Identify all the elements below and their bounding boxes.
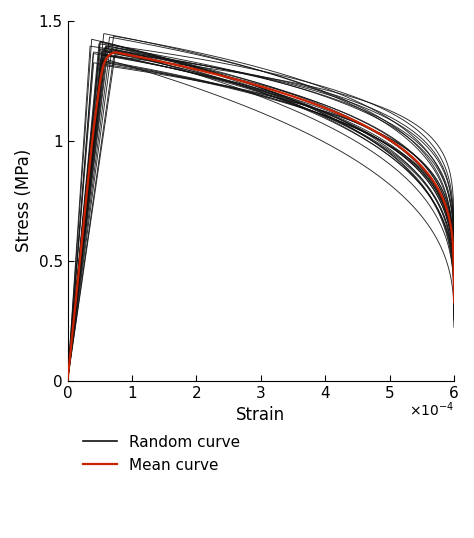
Legend: Random curve, Mean curve: Random curve, Mean curve	[83, 435, 240, 473]
X-axis label: Strain: Strain	[236, 406, 285, 424]
Y-axis label: Stress (MPa): Stress (MPa)	[15, 149, 33, 252]
Text: $\times10^{-4}$: $\times10^{-4}$	[409, 400, 454, 419]
